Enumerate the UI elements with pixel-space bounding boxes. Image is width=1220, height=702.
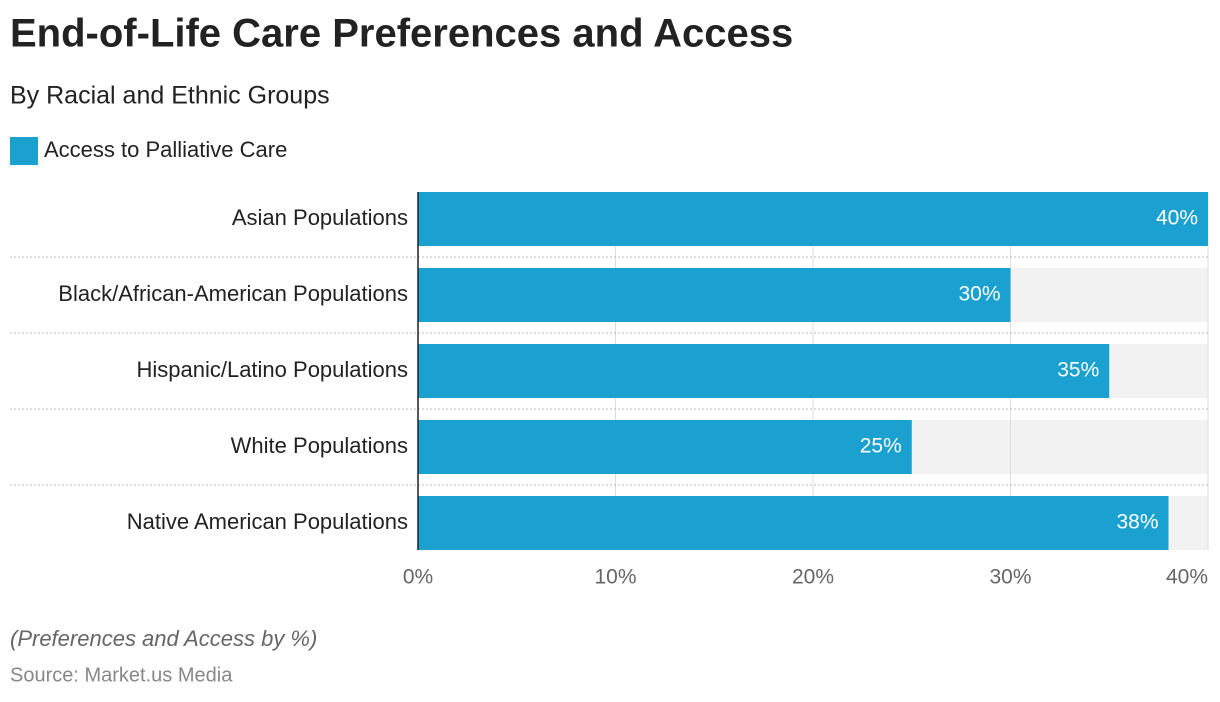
- value-label: 40%: [1156, 207, 1198, 230]
- value-label: 30%: [958, 283, 1000, 306]
- x-tick-label: 0%: [403, 566, 433, 589]
- bar: [418, 268, 1011, 322]
- y-tick-label: Asian Populations: [232, 205, 408, 230]
- note: (Preferences and Access by %): [10, 626, 317, 651]
- legend-label: Access to Palliative Care: [44, 137, 287, 162]
- value-label: 38%: [1116, 511, 1158, 534]
- bar: [418, 344, 1110, 398]
- y-tick-label: Hispanic/Latino Populations: [136, 357, 408, 382]
- x-tick-label: 30%: [989, 566, 1031, 589]
- chart-title: End-of-Life Care Preferences and Access: [10, 12, 793, 56]
- y-tick-label: White Populations: [231, 433, 408, 458]
- y-tick-label: Native American Populations: [127, 509, 408, 534]
- source: Source: Market.us Media: [10, 664, 233, 686]
- legend-swatch: [10, 137, 38, 165]
- bar: [418, 496, 1169, 550]
- y-tick-label: Black/African-American Populations: [58, 281, 408, 306]
- bar: [418, 192, 1208, 246]
- bar: [418, 420, 912, 474]
- value-label: 25%: [860, 435, 902, 458]
- x-tick-label: 40%: [1166, 566, 1208, 589]
- chart-subtitle: By Racial and Ethnic Groups: [10, 82, 330, 110]
- value-label: 35%: [1057, 359, 1099, 382]
- x-tick-label: 20%: [792, 566, 834, 589]
- x-tick-label: 10%: [594, 566, 636, 589]
